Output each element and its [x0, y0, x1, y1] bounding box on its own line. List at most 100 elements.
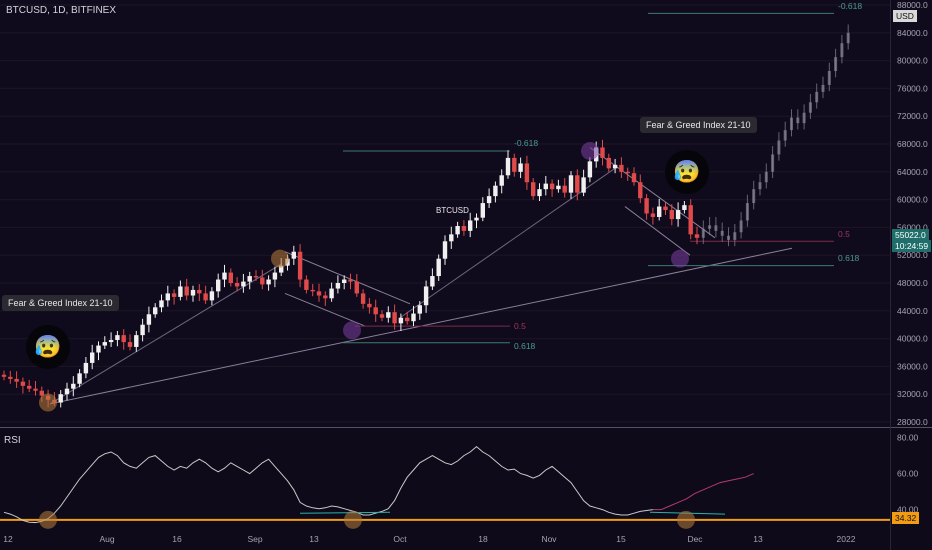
forecast-group [701, 24, 850, 247]
candle-body [58, 394, 63, 403]
candle-body [587, 161, 593, 178]
time-tick-label: 12 [3, 534, 13, 544]
low-bubble-dec [671, 249, 689, 268]
candle-body [430, 276, 435, 287]
forecast-body [745, 203, 749, 221]
candle-body [178, 286, 183, 297]
time-tick-label: 18 [478, 534, 488, 544]
price-tick-label: 64000.0 [897, 167, 928, 177]
symbol-marker: BTCUSD [436, 206, 469, 215]
candle-body [108, 339, 114, 343]
fear-greed-callout-right: Fear & Greed Index 21-10 [640, 117, 757, 133]
rsi-tick-label: 60.00 [897, 469, 919, 479]
candle-body [650, 213, 656, 217]
candle-body [1, 374, 7, 377]
candle-body [323, 295, 328, 299]
candle-body [398, 317, 404, 324]
forecast-body [764, 171, 768, 183]
forecast-body [771, 154, 775, 172]
rsi-bubble-sep [344, 510, 362, 529]
candles-group [1, 139, 700, 408]
price-tick-label: 40000.0 [897, 334, 928, 344]
forecast-body [758, 182, 762, 190]
candle-body [537, 189, 542, 197]
rsi-bubble-july [39, 510, 57, 529]
forecast-body [790, 117, 793, 131]
rsi-axis: 40.00 60.00 80.00 [0, 433, 919, 521]
candle-body [373, 307, 378, 315]
candle-body [102, 342, 107, 346]
candle-body [417, 305, 422, 314]
forecast-body [701, 228, 705, 238]
candle-body [115, 335, 120, 340]
candle-body [688, 205, 693, 235]
candle-body [524, 163, 530, 183]
forecast-body [739, 220, 743, 233]
time-tick-label: Aug [99, 534, 114, 544]
candle-body [663, 206, 668, 211]
time-tick-label: Sep [247, 534, 262, 544]
candle-body [512, 157, 517, 172]
candle-body [625, 171, 630, 174]
price-tick-label: 28000.0 [897, 417, 928, 427]
price-tick-label: 68000.0 [897, 139, 928, 149]
candle-body [77, 373, 82, 384]
candle-body [209, 291, 215, 301]
time-tick-label: Oct [393, 534, 407, 544]
candle-body [575, 175, 580, 193]
candle-body [619, 164, 624, 172]
candle-body [171, 293, 177, 297]
candle-body [543, 183, 548, 190]
forecast-body [821, 84, 825, 92]
candle-body [505, 157, 511, 176]
candle-body [146, 314, 152, 325]
forecast-body [827, 71, 831, 85]
candle-body [360, 293, 366, 304]
candle-body [531, 182, 536, 197]
forecast-body [708, 225, 712, 229]
time-axis: 12 Aug 16 Sep 13 Oct 18 Nov 15 Dec 13 2022 [3, 534, 855, 544]
candle-body [379, 314, 385, 318]
time-tick-label: Nov [541, 534, 557, 544]
candle-body [657, 206, 662, 217]
forecast-body [752, 189, 756, 204]
fib-label-b-neg618: -0.618 [838, 1, 862, 11]
candle-body [247, 276, 252, 282]
candle-body [423, 286, 429, 306]
candle-body [436, 258, 441, 277]
candle-body [348, 279, 353, 282]
rsi-label: RSI [4, 435, 21, 446]
candle-body [153, 307, 158, 315]
candle-body [83, 362, 89, 374]
candle-body [354, 281, 359, 294]
candle-body [197, 289, 202, 294]
candle-body [134, 335, 139, 347]
price-tick-label: 36000.0 [897, 361, 928, 371]
candle-body [297, 251, 303, 280]
candle-body [316, 291, 322, 296]
candle-body [279, 265, 284, 273]
candle-body [342, 279, 347, 283]
candle-body [304, 279, 309, 290]
trend-drawings [49, 12, 834, 405]
fib-label-a-618: 0.618 [514, 341, 536, 351]
candle-body [14, 378, 19, 382]
forecast-body [808, 102, 812, 113]
candle-body [260, 277, 265, 285]
fib-label-a-neg618: -0.618 [514, 138, 538, 148]
rsi-divergence-a [299, 511, 391, 514]
candle-body [266, 279, 271, 285]
high-bubble-nov [581, 141, 599, 160]
time-tick-label: Dec [687, 534, 703, 544]
candle-body [442, 241, 448, 259]
candle-body [606, 157, 611, 169]
currency-badge[interactable]: USD [893, 10, 917, 22]
price-tick-label: 80000.0 [897, 56, 928, 66]
time-tick-label: 13 [309, 534, 319, 544]
price-tick-label: 84000.0 [897, 28, 928, 38]
candle-body [140, 324, 145, 336]
price-tick-label: 76000.0 [897, 83, 928, 93]
candle-body [335, 283, 341, 289]
candle-body [468, 220, 473, 231]
